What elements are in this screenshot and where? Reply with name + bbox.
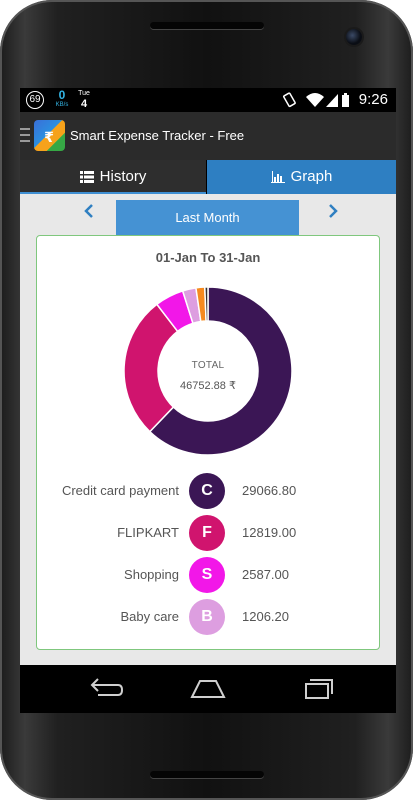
bottom-speaker <box>150 771 264 778</box>
bar-chart-icon <box>270 171 285 184</box>
donut-slice-credit-card-payment[interactable] <box>148 286 293 456</box>
expense-chart-card: 01-Jan To 31-Jan TOTAL 46752.88 ₹ Credit… <box>36 235 380 650</box>
legend-row[interactable]: Baby care B 1206.20 <box>37 598 379 638</box>
legend-category-amount: 1206.20 <box>242 609 289 624</box>
network-speed-unit: KB/s <box>55 102 69 108</box>
network-speed-value: 0 <box>58 88 66 102</box>
donut-slice-other-2[interactable] <box>204 286 209 322</box>
previous-period-button[interactable] <box>74 198 104 228</box>
battery-icon <box>342 93 349 107</box>
legend-row[interactable]: Credit card payment C 29066.80 <box>37 472 379 512</box>
tab-bar: History Graph <box>20 160 396 194</box>
donut-chart-svg <box>123 286 293 456</box>
app-title: Smart Expense Tracker - Free <box>70 128 245 143</box>
date-range: 01-Jan To 31-Jan <box>155 250 261 265</box>
legend-row[interactable]: Shopping S 2587.00 <box>37 556 379 596</box>
legend-category-name: Shopping <box>124 567 179 582</box>
donut-chart <box>123 286 293 456</box>
clock: 9:26 <box>358 91 388 108</box>
tab-history-label: History <box>99 168 147 185</box>
calendar-date: 4 <box>80 98 88 110</box>
legend-category-badge: F <box>189 515 225 551</box>
status-icons <box>283 92 349 108</box>
home-icon[interactable] <box>186 673 230 705</box>
network-speed: 0 KB/s <box>53 89 71 109</box>
total-label: TOTAL <box>191 360 225 371</box>
action-bar: ₹ Smart Expense Tracker - Free <box>20 112 396 160</box>
list-icon <box>79 171 94 184</box>
notification-count-badge: 69 <box>26 91 44 109</box>
legend-category-badge: C <box>189 473 225 509</box>
total-value: 46752.88 ₹ <box>180 380 236 392</box>
drawer-menu-icon[interactable] <box>20 128 30 144</box>
signal-icon <box>326 94 338 107</box>
legend-category-name: Credit card payment <box>61 483 179 498</box>
recent-apps-icon[interactable] <box>296 673 340 705</box>
front-camera <box>346 29 362 45</box>
legend-category-name: FLIPKART <box>117 525 179 540</box>
earpiece-speaker <box>150 22 264 29</box>
back-icon[interactable] <box>82 673 126 705</box>
legend-category-name: Baby care <box>120 609 179 624</box>
legend-category-amount: 29066.80 <box>242 483 297 498</box>
tab-history[interactable]: History <box>20 160 206 194</box>
screen: 69 0 KB/s Tue 4 <box>20 88 396 712</box>
legend-category-amount: 12819.00 <box>242 525 297 540</box>
chevron-left-icon <box>84 204 93 218</box>
chevron-right-icon <box>329 204 338 218</box>
next-period-button[interactable] <box>318 198 348 228</box>
svg-text:₹: ₹ <box>44 130 54 146</box>
rotation-icon <box>283 92 296 108</box>
period-selector[interactable]: Last Month <box>116 200 299 235</box>
app-logo-icon[interactable]: ₹ <box>34 120 65 151</box>
calendar-day: Tue <box>78 90 90 97</box>
legend-category-badge: B <box>189 599 225 635</box>
legend-row[interactable]: FLIPKART F 12819.00 <box>37 514 379 554</box>
calendar-notification: Tue 4 <box>77 89 91 110</box>
graph-content: Last Month 01-Jan To 31-Jan TOTAL 46752.… <box>20 194 396 712</box>
tab-graph[interactable]: Graph <box>207 160 396 194</box>
legend-category-badge: S <box>189 557 225 593</box>
legend-category-amount: 2587.00 <box>242 567 289 582</box>
tab-graph-label: Graph <box>290 168 333 185</box>
system-nav-bar <box>20 665 396 713</box>
status-bar: 69 0 KB/s Tue 4 <box>20 88 396 112</box>
wifi-icon <box>306 93 324 107</box>
